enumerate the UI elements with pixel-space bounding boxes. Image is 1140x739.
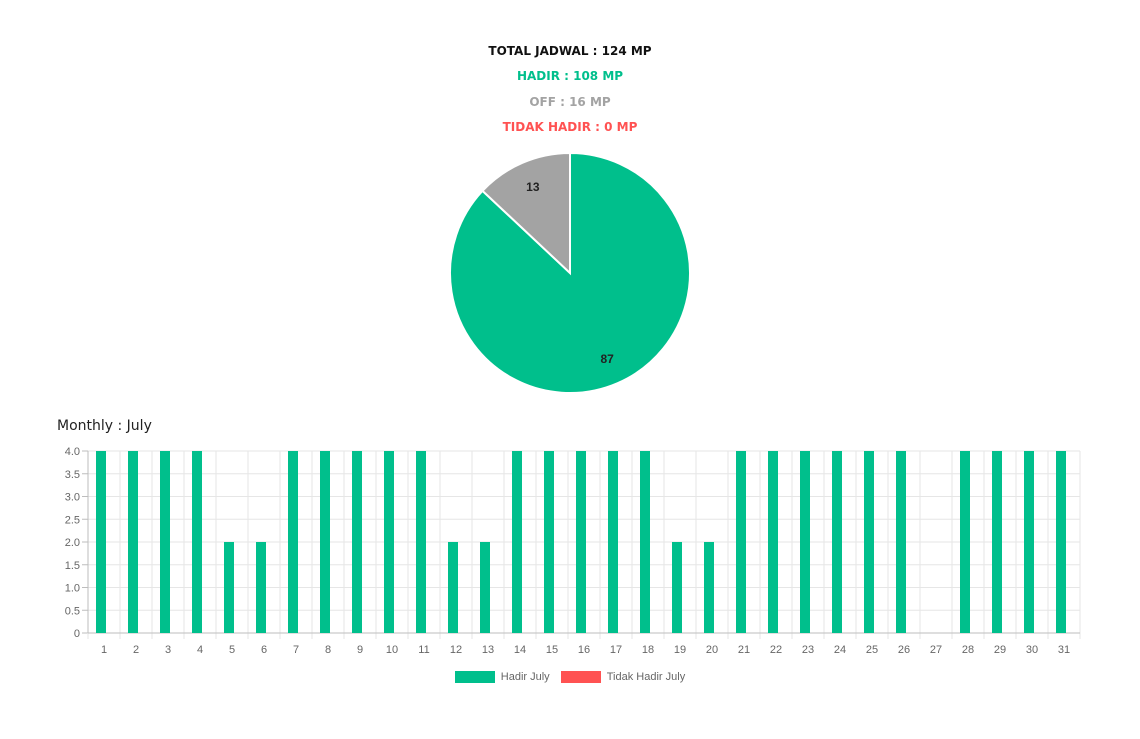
x-tick-label: 29 xyxy=(994,644,1006,656)
pie-slice-label: 87 xyxy=(600,352,614,366)
x-tick-label: 22 xyxy=(770,644,782,656)
bar-hadir-day-23[interactable] xyxy=(800,451,810,633)
x-tick-label: 9 xyxy=(357,644,363,656)
attendance-pie-chart: 87 13 xyxy=(449,151,691,394)
x-tick-label: 30 xyxy=(1026,644,1038,656)
x-tick-label: 31 xyxy=(1058,644,1070,656)
x-tick-label: 21 xyxy=(738,644,750,656)
bar-hadir-day-9[interactable] xyxy=(352,451,362,633)
bar-hadir-day-4[interactable] xyxy=(192,451,202,633)
x-tick-label: 7 xyxy=(293,644,299,656)
bar-hadir-day-3[interactable] xyxy=(160,451,170,633)
x-tick-label: 25 xyxy=(866,644,878,656)
bar-hadir-day-14[interactable] xyxy=(512,451,522,633)
bar-hadir-day-31[interactable] xyxy=(1056,451,1066,633)
off-count-text: OFF : 16 MP xyxy=(529,95,611,109)
pie-slice-13[interactable] xyxy=(481,151,571,276)
bar-hadir-day-25[interactable] xyxy=(864,451,874,633)
x-tick-label: 1 xyxy=(101,644,107,656)
x-tick-label: 11 xyxy=(418,644,429,656)
pie-slice-label: 13 xyxy=(526,180,540,194)
legend-label-tidak-hadir: Tidak Hadir July xyxy=(606,671,686,683)
bar-hadir-day-28[interactable] xyxy=(960,451,970,633)
bar-hadir-day-5[interactable] xyxy=(224,542,234,633)
bar-hadir-day-12[interactable] xyxy=(448,542,458,633)
bar-hadir-day-11[interactable] xyxy=(416,451,426,633)
legend-item-hadir[interactable]: Hadir July xyxy=(454,671,550,683)
legend-swatch-tidak-hadir xyxy=(560,671,601,683)
bar-hadir-day-1[interactable] xyxy=(96,451,106,633)
bar-hadir-day-18[interactable] xyxy=(640,451,650,633)
bar-hadir-day-30[interactable] xyxy=(1024,451,1034,633)
y-tick-label: 2.5 xyxy=(65,514,80,526)
present-count-text: HADIR : 108 MP xyxy=(516,69,624,83)
y-tick-label: 1.0 xyxy=(65,583,80,595)
y-tick-label: 2.0 xyxy=(65,537,80,549)
y-tick-label: 0 xyxy=(74,628,80,640)
x-tick-label: 5 xyxy=(229,644,235,656)
bar-hadir-day-24[interactable] xyxy=(832,451,842,633)
y-tick-label: 1.5 xyxy=(65,560,80,572)
monthly-bar-chart: 00.51.01.52.02.53.03.54.01 2 3 4 5 6 7 8 9 10 11 12… xyxy=(65,446,1081,656)
x-tick-label: 14 xyxy=(514,644,526,656)
legend-label-hadir: Hadir July xyxy=(500,671,550,683)
bar-chart-legend: Hadir July Tidak Hadir July xyxy=(0,671,1140,686)
bar-hadir-day-17[interactable] xyxy=(608,451,618,633)
bar-hadir-day-6[interactable] xyxy=(256,542,266,633)
y-tick-label: 0.5 xyxy=(65,605,80,617)
bar-hadir-day-13[interactable] xyxy=(480,542,490,633)
x-tick-label: 23 xyxy=(802,644,814,656)
bar-hadir-day-2[interactable] xyxy=(128,451,138,633)
bar-hadir-day-7[interactable] xyxy=(288,451,298,633)
x-tick-label: 15 xyxy=(546,644,558,656)
x-tick-label: 28 xyxy=(962,644,974,656)
x-tick-label: 6 xyxy=(261,644,267,656)
x-tick-label: 19 xyxy=(674,644,686,656)
total-schedule-text: TOTAL JADWAL : 124 MP xyxy=(488,44,652,58)
x-tick-label: 12 xyxy=(450,644,462,656)
bar-hadir-day-20[interactable] xyxy=(704,542,714,633)
x-tick-label: 24 xyxy=(834,644,846,656)
x-tick-label: 16 xyxy=(578,644,590,656)
bar-hadir-day-21[interactable] xyxy=(736,451,746,633)
bar-hadir-day-29[interactable] xyxy=(992,451,1002,633)
bar-hadir-day-26[interactable] xyxy=(896,451,906,633)
x-tick-label: 26 xyxy=(898,644,910,656)
monthly-title: Monthly : July xyxy=(57,418,152,434)
bar-hadir-day-16[interactable] xyxy=(576,451,586,633)
legend-swatch-hadir xyxy=(454,671,495,683)
y-tick-label: 4.0 xyxy=(65,446,80,458)
x-tick-label: 10 xyxy=(386,644,398,656)
x-tick-label: 3 xyxy=(165,644,171,656)
x-tick-label: 20 xyxy=(706,644,718,656)
pie-slice-87[interactable] xyxy=(449,151,691,394)
bar-hadir-day-10[interactable] xyxy=(384,451,394,633)
x-tick-label: 27 xyxy=(930,644,942,656)
x-tick-label: 2 xyxy=(133,644,139,656)
x-tick-label: 13 xyxy=(482,644,494,656)
x-tick-label: 17 xyxy=(610,644,622,656)
absent-count-text: TIDAK HADIR : 0 MP xyxy=(502,120,638,134)
y-tick-label: 3.0 xyxy=(65,492,80,504)
x-tick-label: 4 xyxy=(197,644,203,656)
x-tick-label: 8 xyxy=(325,644,331,656)
x-tick-label: 18 xyxy=(642,644,654,656)
bar-hadir-day-19[interactable] xyxy=(672,542,682,633)
legend-item-tidak-hadir[interactable]: Tidak Hadir July xyxy=(560,671,686,683)
y-tick-label: 3.5 xyxy=(65,469,80,481)
bar-hadir-day-8[interactable] xyxy=(320,451,330,633)
bar-hadir-day-15[interactable] xyxy=(544,451,554,633)
bar-hadir-day-22[interactable] xyxy=(768,451,778,633)
